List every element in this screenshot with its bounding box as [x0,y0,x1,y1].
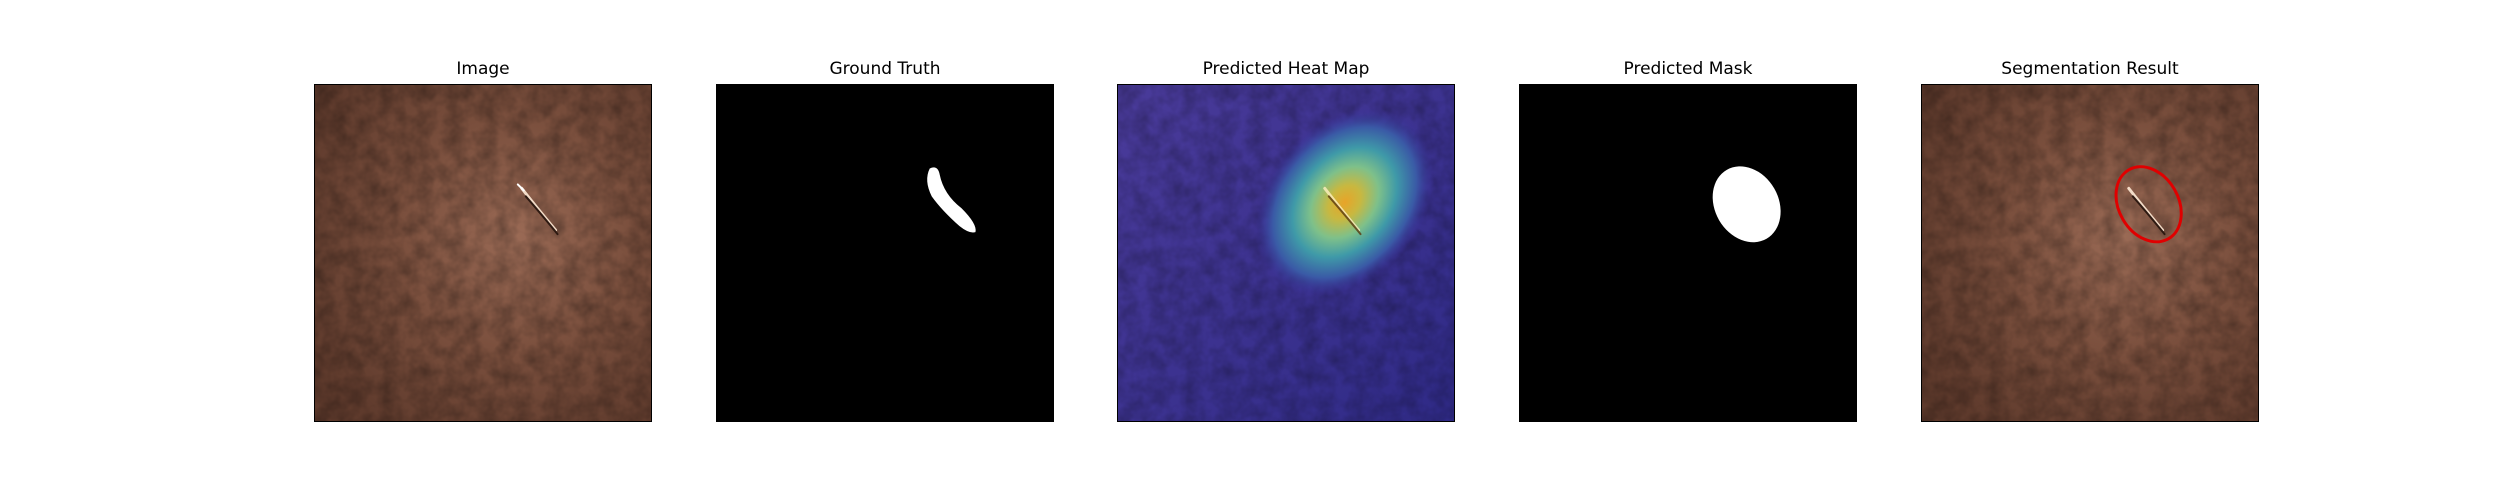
panel-title-ground-truth: Ground Truth [829,59,941,79]
panel-ground-truth [716,84,1054,422]
heat-map [1118,85,1454,421]
panel-title-image: Image [456,59,510,79]
panel-title-predicted-mask: Predicted Mask [1623,59,1753,79]
defect-scratch [516,183,559,236]
ground-truth-mask [717,85,1053,421]
panel-predicted-heat-map [1117,84,1455,422]
panel-segmentation-result [1921,84,2259,422]
panel-title-segmentation-result: Segmentation Result [2001,59,2179,79]
leather-image [315,85,651,421]
predicted-region [1712,166,1781,243]
predicted-mask [1520,85,1856,421]
segmentation-contour [2114,165,2183,244]
segmentation-result [1922,85,2258,421]
panel-title-predicted-heat-map: Predicted Heat Map [1202,59,1370,79]
panel-image [314,84,652,422]
panel-predicted-mask [1519,84,1857,422]
ground-truth-region [927,167,976,233]
